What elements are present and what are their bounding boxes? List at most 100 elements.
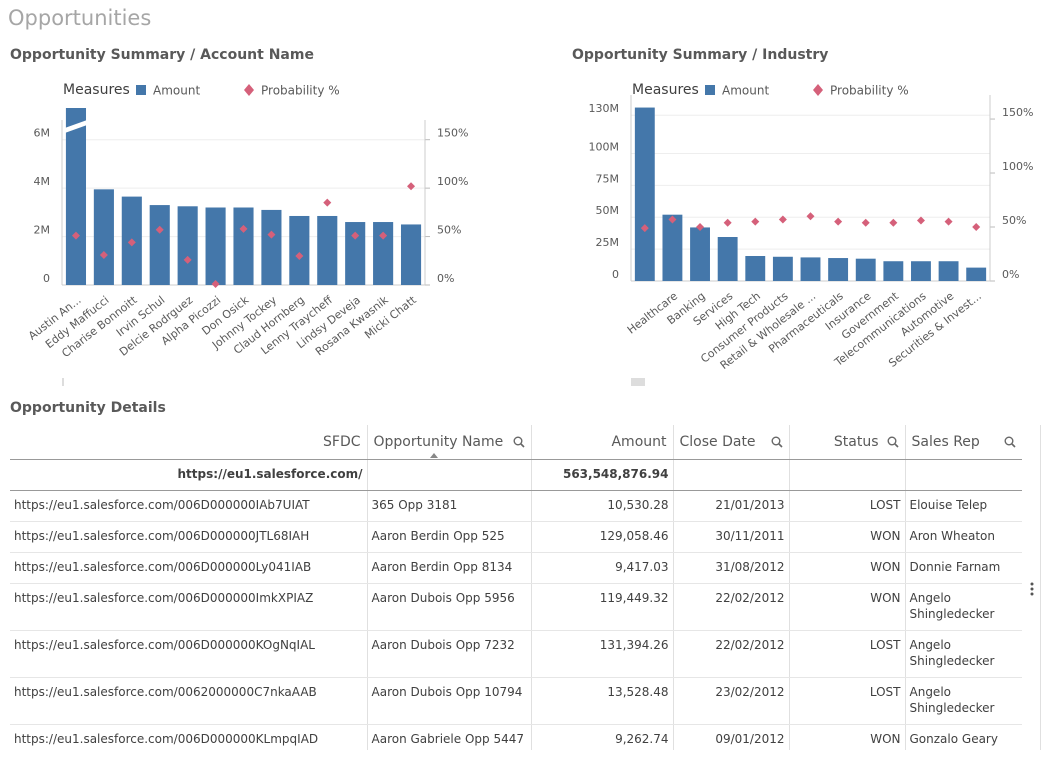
bar <box>911 261 931 281</box>
column-header-label: Amount <box>611 434 667 450</box>
y-tick-label: 75M <box>596 172 620 185</box>
table-cell: https://eu1.salesforce.com/006D000000Ly0… <box>10 552 368 584</box>
bar <box>717 237 738 281</box>
point <box>944 217 953 226</box>
point <box>834 217 843 226</box>
column-header-label: SFDC <box>323 434 361 450</box>
y-tick-label: 0 <box>612 268 619 281</box>
bar <box>855 258 876 281</box>
bar <box>400 224 422 285</box>
point <box>640 224 649 233</box>
bar <box>745 256 766 281</box>
table-cell: Aron Wheaton <box>905 521 1022 553</box>
scrollbar <box>1040 425 1041 750</box>
table-cell: 10,530.28 <box>531 490 674 522</box>
point <box>668 215 677 224</box>
y2-tick-label: 100% <box>1002 160 1033 173</box>
sort-indicator <box>429 453 438 458</box>
point <box>239 224 248 233</box>
legend-swatch <box>813 84 823 96</box>
y-tick-label: 0 <box>43 272 50 285</box>
y-tick-label: 2M <box>34 224 51 237</box>
y-tick-label: 4M <box>34 175 51 188</box>
column-header[interactable]: Amount <box>531 425 674 460</box>
point <box>379 231 388 240</box>
table-cell: 21/01/2013 <box>673 490 790 522</box>
totals-cell <box>905 459 1022 491</box>
legend-title: Measures <box>632 82 699 98</box>
table-cell: 23/02/2012 <box>673 677 790 725</box>
y2-tick-label: 0% <box>1002 268 1019 281</box>
point <box>407 182 416 191</box>
table-cell: WON <box>789 583 906 631</box>
table-cell: Aaron Berdin Opp 8134 <box>367 552 532 584</box>
column-header-label: Status <box>833 434 879 450</box>
y2-tick-label: 150% <box>1002 106 1033 119</box>
point <box>889 218 898 227</box>
y-tick-label: 100M <box>589 140 620 153</box>
totals-row: https://eu1.salesforce.com/563,548,876.9… <box>10 459 1022 491</box>
more-menu[interactable] <box>1026 580 1038 600</box>
table-cell: WON <box>789 724 906 750</box>
bar <box>828 258 849 281</box>
table-cell: Aaron Dubois Opp 10794 <box>367 677 532 725</box>
point <box>267 230 276 239</box>
bar <box>938 261 959 281</box>
y2-tick-label: 50% <box>437 224 461 237</box>
table-cell: Aaron Dubois Opp 7232 <box>367 630 532 678</box>
charts: Opportunity Summary / Account Name Measur… <box>10 47 1033 386</box>
column-header[interactable]: Status <box>789 425 906 460</box>
scroll-stub <box>631 378 645 386</box>
legend-swatch <box>136 85 146 95</box>
point <box>751 217 760 226</box>
bar <box>690 227 710 281</box>
legend-label: Probability % <box>261 84 340 98</box>
table-row: https://eu1.salesforce.com/006D000000IAb… <box>10 490 1022 522</box>
point <box>916 216 925 225</box>
table-cell: Aaron Berdin Opp 525 <box>367 521 532 553</box>
totals-cell <box>367 459 532 491</box>
table-cell: LOST <box>789 677 906 725</box>
table-cell: 129,058.46 <box>531 521 674 553</box>
search-icon[interactable] <box>771 436 783 448</box>
legend-label: Amount <box>722 84 769 98</box>
table-cell: 30/11/2011 <box>673 521 790 553</box>
legend-swatch <box>705 85 715 95</box>
table-cell: Angelo Shingledecker <box>905 630 1022 678</box>
y2-tick-label: 0% <box>437 272 454 285</box>
bar <box>149 205 170 285</box>
table-cell: WON <box>789 521 906 553</box>
table-row: https://eu1.salesforce.com/006D000000Ly0… <box>10 552 1022 584</box>
table-row: https://eu1.salesforce.com/006D000000KOg… <box>10 630 1022 678</box>
table-cell: 365 Opp 3181 <box>367 490 532 522</box>
totals-cell: 563,548,876.94 <box>531 459 674 491</box>
bar <box>662 214 683 281</box>
column-header[interactable]: SFDC <box>10 425 368 460</box>
point <box>99 250 108 259</box>
bar <box>205 207 226 285</box>
search-icon[interactable] <box>887 436 899 448</box>
point <box>351 231 360 240</box>
table-cell: WON <box>789 552 906 584</box>
table-cell: LOST <box>789 490 906 522</box>
column-header[interactable]: Opportunity Name <box>367 425 532 460</box>
search-icon[interactable] <box>513 436 525 448</box>
search-icon[interactable] <box>1004 436 1016 448</box>
table-row: https://eu1.salesforce.com/006D000000Imk… <box>10 583 1022 631</box>
bar <box>373 222 394 285</box>
chart-title: Opportunity Summary / Account Name <box>10 47 314 63</box>
plot-area <box>65 108 422 285</box>
point <box>211 280 220 289</box>
y-tick-label: 130M <box>589 102 620 115</box>
bar <box>883 261 904 281</box>
table-cell: https://eu1.salesforce.com/006D000000Imk… <box>10 583 368 631</box>
legend-label: Amount <box>153 84 200 98</box>
column-header[interactable]: Close Date <box>673 425 790 460</box>
column-header[interactable]: Sales Rep <box>905 425 1022 460</box>
bar <box>345 222 366 285</box>
table-row: https://eu1.salesforce.com/006D000000KLm… <box>10 724 1022 750</box>
y2-tick-label: 150% <box>437 127 468 140</box>
table-cell: 31/08/2012 <box>673 552 790 584</box>
y-tick-label: 6M <box>34 127 51 140</box>
bar <box>65 108 87 285</box>
